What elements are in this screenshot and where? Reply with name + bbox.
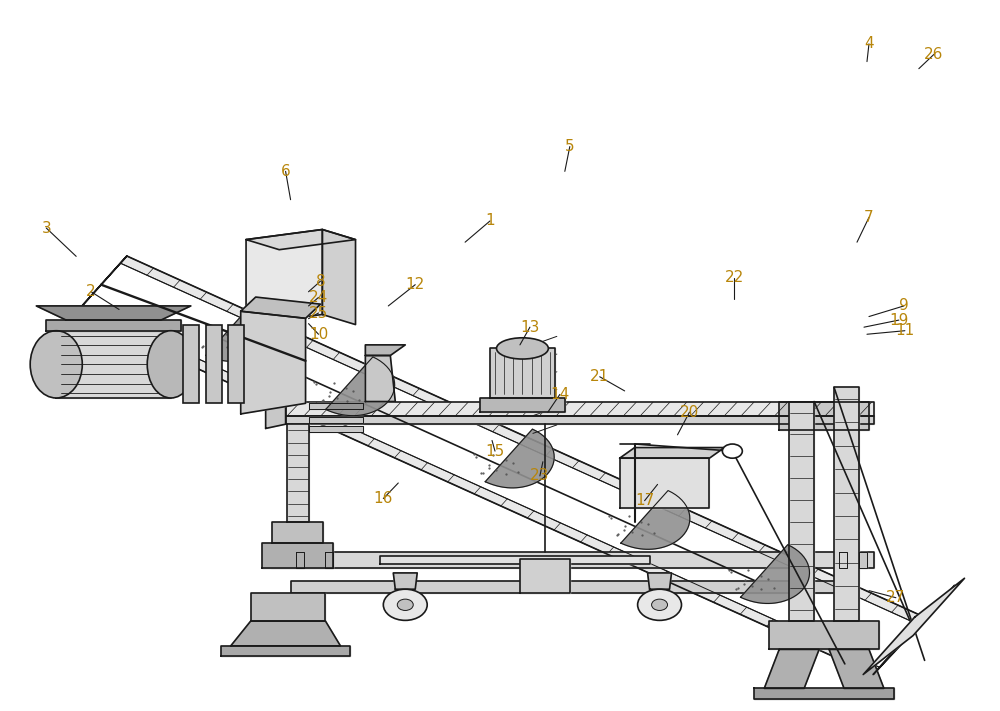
- Text: 23: 23: [530, 469, 550, 483]
- Polygon shape: [75, 256, 127, 314]
- Polygon shape: [296, 552, 304, 568]
- Bar: [206, 326, 222, 403]
- Text: 6: 6: [281, 164, 290, 179]
- Text: 5: 5: [565, 139, 575, 154]
- Polygon shape: [621, 491, 690, 550]
- Polygon shape: [221, 646, 350, 656]
- Polygon shape: [393, 573, 417, 589]
- Circle shape: [638, 589, 681, 621]
- Text: 3: 3: [41, 220, 51, 235]
- Polygon shape: [231, 621, 340, 646]
- Text: 1: 1: [485, 213, 495, 228]
- Polygon shape: [309, 426, 363, 432]
- Text: 14: 14: [550, 387, 569, 402]
- Text: 11: 11: [895, 324, 914, 338]
- Polygon shape: [648, 573, 672, 589]
- Polygon shape: [863, 578, 965, 675]
- Polygon shape: [620, 447, 724, 458]
- Polygon shape: [271, 552, 874, 568]
- Polygon shape: [620, 458, 709, 508]
- Text: 7: 7: [864, 210, 874, 225]
- Text: 17: 17: [635, 493, 654, 508]
- Text: 9: 9: [899, 299, 909, 314]
- Polygon shape: [272, 522, 323, 543]
- Polygon shape: [309, 403, 363, 410]
- Polygon shape: [75, 306, 880, 675]
- Polygon shape: [490, 348, 555, 398]
- Polygon shape: [286, 402, 874, 416]
- Text: 10: 10: [309, 327, 328, 342]
- Text: 13: 13: [520, 320, 540, 335]
- Text: 21: 21: [590, 369, 609, 384]
- Bar: [183, 326, 199, 403]
- Circle shape: [397, 599, 413, 611]
- Polygon shape: [46, 320, 181, 331]
- Text: 26: 26: [924, 47, 943, 62]
- Circle shape: [722, 444, 742, 458]
- Circle shape: [383, 589, 427, 621]
- Ellipse shape: [147, 331, 195, 398]
- Polygon shape: [741, 545, 809, 604]
- Polygon shape: [834, 387, 859, 621]
- Text: 24: 24: [309, 290, 328, 305]
- Polygon shape: [829, 649, 884, 688]
- Text: 20: 20: [680, 405, 699, 419]
- Polygon shape: [365, 356, 395, 402]
- Text: 8: 8: [316, 274, 325, 289]
- Polygon shape: [56, 331, 171, 398]
- Polygon shape: [241, 297, 320, 319]
- Polygon shape: [36, 306, 191, 320]
- Text: 16: 16: [374, 491, 393, 506]
- Polygon shape: [286, 416, 874, 424]
- Polygon shape: [485, 429, 554, 488]
- Polygon shape: [754, 688, 894, 699]
- Polygon shape: [266, 396, 286, 429]
- Polygon shape: [82, 263, 918, 668]
- Polygon shape: [839, 552, 847, 568]
- Text: 4: 4: [864, 36, 874, 51]
- Polygon shape: [251, 593, 325, 621]
- Polygon shape: [789, 402, 814, 621]
- Polygon shape: [325, 552, 333, 568]
- Polygon shape: [246, 230, 322, 325]
- Text: 27: 27: [886, 590, 906, 605]
- Polygon shape: [206, 303, 275, 361]
- Polygon shape: [326, 357, 395, 416]
- Circle shape: [652, 599, 668, 611]
- Polygon shape: [779, 402, 869, 430]
- Ellipse shape: [497, 338, 548, 359]
- Polygon shape: [520, 560, 570, 593]
- Polygon shape: [764, 649, 819, 688]
- Bar: [228, 326, 244, 403]
- Polygon shape: [873, 585, 955, 675]
- Ellipse shape: [30, 331, 82, 398]
- Polygon shape: [287, 424, 309, 522]
- Text: 12: 12: [406, 277, 425, 292]
- Polygon shape: [365, 345, 405, 356]
- Polygon shape: [246, 230, 356, 250]
- Text: 15: 15: [485, 444, 505, 459]
- Text: 2: 2: [86, 284, 96, 299]
- Polygon shape: [380, 556, 650, 565]
- Text: 22: 22: [725, 270, 744, 285]
- Text: 19: 19: [889, 313, 909, 328]
- Polygon shape: [241, 311, 306, 414]
- Text: 25: 25: [309, 306, 328, 321]
- Polygon shape: [873, 617, 925, 675]
- Polygon shape: [309, 417, 363, 424]
- Polygon shape: [291, 581, 854, 593]
- Polygon shape: [120, 256, 925, 624]
- Polygon shape: [480, 398, 565, 412]
- Polygon shape: [859, 552, 867, 568]
- Polygon shape: [322, 230, 356, 325]
- Polygon shape: [769, 621, 879, 649]
- Polygon shape: [262, 543, 333, 568]
